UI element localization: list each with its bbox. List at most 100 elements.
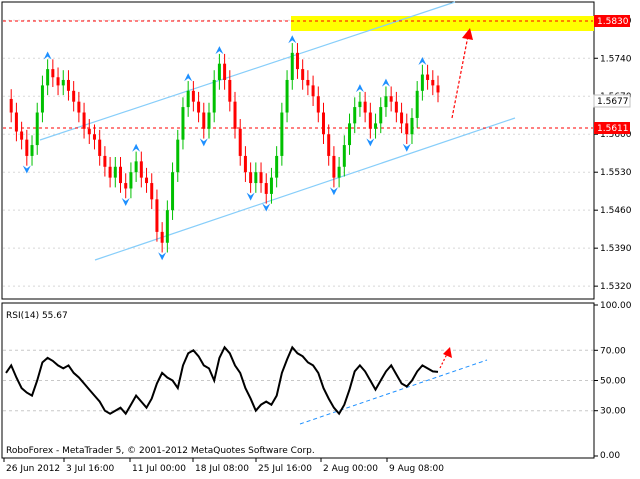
candle-body: [368, 112, 372, 129]
candle-body: [108, 166, 112, 178]
candle-body: [30, 145, 34, 156]
rsi-tick-label: 70.00: [600, 346, 626, 356]
price-axis: 1.58101.57401.56701.56001.55301.54601.53…: [594, 16, 632, 292]
target-zone: [291, 16, 594, 31]
fractal-up-icon: [215, 46, 224, 55]
copyright-text: RoboForex - MetaTrader 5, © 2001-2012 Me…: [6, 446, 315, 456]
price-tick-label: 1.5530: [600, 168, 632, 178]
fractal-up-icon: [381, 78, 390, 87]
candle-body: [77, 101, 81, 113]
candle-body: [139, 161, 143, 178]
candle-body: [181, 107, 185, 140]
candle-body: [436, 85, 440, 93]
fractal-down-icon: [199, 138, 208, 147]
candle-body: [35, 112, 39, 146]
fractal-down-icon: [262, 203, 271, 212]
rsi-tick-label: 50.00: [600, 377, 626, 387]
channel-lower: [94, 117, 516, 261]
candle-body: [150, 183, 154, 200]
candle-body: [374, 123, 378, 129]
candle-body: [124, 183, 128, 189]
candle-body: [316, 96, 320, 113]
candle-body: [191, 90, 195, 102]
candle-body: [264, 183, 268, 194]
price-panel-frame: [1, 1, 595, 300]
candle-body: [20, 131, 24, 140]
rsi-arrow-shaft: [439, 351, 449, 369]
candle-body: [212, 79, 216, 113]
candle-body: [353, 107, 357, 124]
forecast-arrow-price: [451, 28, 473, 119]
price-tick-label: 1.5460: [600, 206, 632, 216]
forecast-arrow-shaft: [451, 35, 469, 119]
candle-body: [207, 112, 211, 129]
candle-body: [87, 128, 91, 135]
candle-body: [217, 63, 221, 80]
candle-body: [186, 90, 190, 108]
candle-body: [9, 98, 13, 113]
fractal-down-icon: [246, 192, 255, 201]
candle-body: [321, 112, 325, 135]
candle-body: [129, 172, 133, 189]
candle-body: [249, 172, 253, 184]
candle-body: [259, 172, 263, 184]
candle-body: [228, 79, 232, 102]
channel-upper: [39, 1, 456, 141]
fractal-up-icon: [288, 35, 297, 44]
price-tick-label: 1.5600: [600, 130, 632, 140]
fractal-up-icon: [418, 56, 427, 65]
rsi-tick-label: 30.00: [600, 407, 626, 417]
rsi-support-line: [299, 359, 488, 425]
rsi-tick-label: 0.00: [600, 451, 620, 461]
candle-body: [176, 139, 180, 173]
candle-body: [197, 101, 201, 113]
candle-body: [337, 166, 341, 178]
rsi-grid: [3, 349, 593, 412]
marker-low-text: 1.5611: [597, 124, 629, 134]
candle-body: [134, 161, 138, 173]
candle-body: [72, 90, 76, 102]
time-tick-label: 3 Jul 16:00: [66, 464, 115, 474]
candle-body: [92, 134, 96, 140]
current-price-label: 1.5677: [593, 94, 631, 108]
candle-body: [275, 155, 279, 178]
candle-body: [394, 101, 398, 113]
fractal-up-icon: [184, 73, 193, 82]
candle-body: [348, 123, 352, 146]
forecast-arrow-head: [462, 28, 473, 40]
candles: [9, 43, 440, 253]
time-tick-label: 26 Jun 2012: [6, 464, 60, 474]
candle-body: [98, 139, 102, 156]
candle-body: [155, 199, 159, 232]
time-tick-label: 11 Jul 00:00: [132, 464, 186, 474]
candle-body: [14, 112, 18, 132]
candle-body: [66, 79, 70, 91]
current-price-text: 1.5677: [597, 97, 629, 107]
candle-body: [285, 79, 289, 113]
rsi-arrow-head: [443, 347, 452, 358]
candle-body: [327, 134, 331, 156]
level-markers: [3, 20, 593, 129]
candle-body: [25, 139, 29, 156]
candle-body: [160, 231, 164, 243]
candle-body: [379, 107, 383, 124]
candle-body: [384, 96, 388, 108]
marker-high-text: 1.5830: [597, 17, 629, 27]
candle-body: [51, 69, 55, 78]
candle-body: [103, 155, 107, 167]
candle-body: [238, 128, 242, 156]
time-axis: 26 Jun 2012 3 Jul 16:00 11 Jul 00:00 18 Jul…: [3, 458, 444, 474]
candle-body: [332, 155, 336, 178]
fractals: [22, 35, 427, 261]
candle-body: [426, 74, 430, 80]
candle-body: [40, 85, 44, 113]
candle-body: [202, 112, 206, 129]
candle-body: [223, 63, 227, 80]
fractal-up-icon: [355, 84, 364, 93]
candle-body: [233, 101, 237, 129]
candle-body: [410, 117, 414, 135]
fractal-up-icon: [132, 143, 141, 152]
candle-body: [165, 210, 169, 243]
marker-low-label: 1.5611: [594, 122, 630, 134]
